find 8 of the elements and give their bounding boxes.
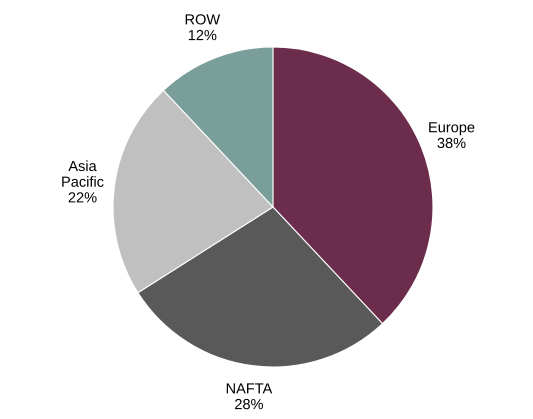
data-label: 12% [188,30,216,40]
slice-label: ROW [186,14,220,25]
data-label: 38% [437,138,466,148]
slice-label: Asia Pacific [62,160,104,187]
slice-label: Europe [429,122,474,136]
data-label: 28% [235,398,264,410]
data-label: 22% [68,192,97,202]
slice-label: NAFTA [226,383,272,394]
